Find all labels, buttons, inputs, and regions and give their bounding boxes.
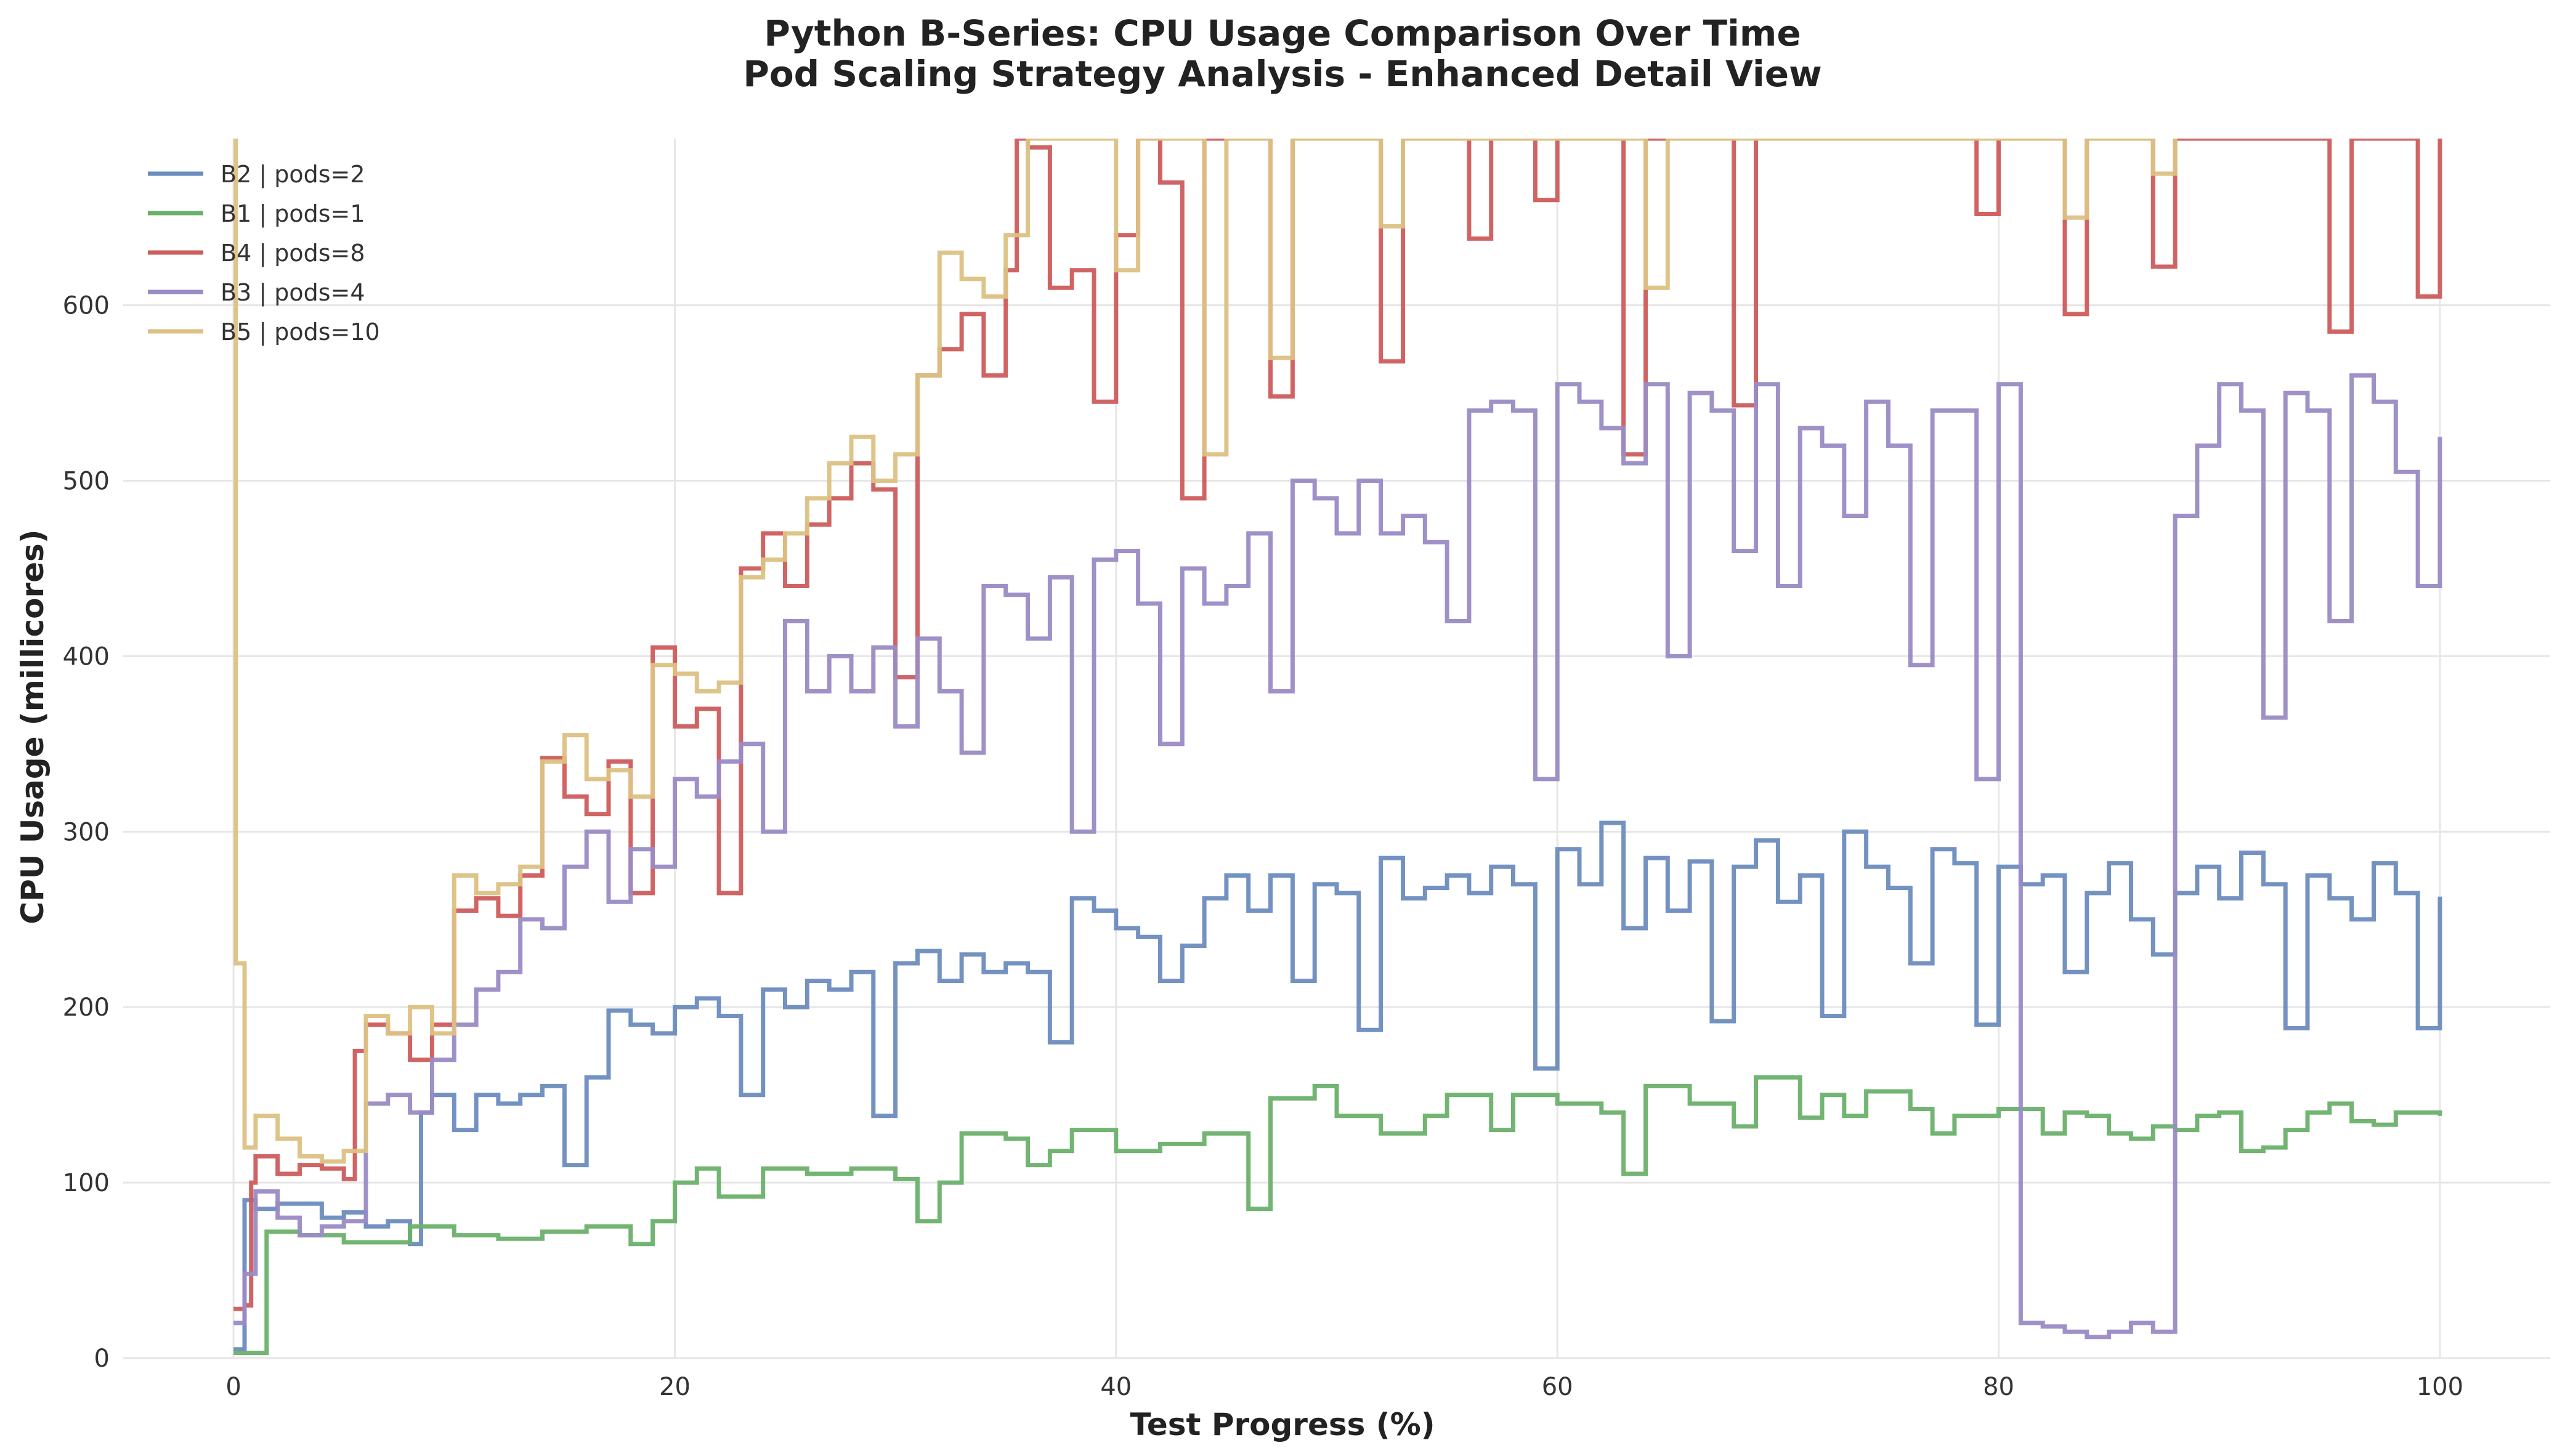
x-tick-label: 100 xyxy=(2417,1373,2463,1401)
y-tick-label: 200 xyxy=(63,993,110,1022)
y-tick-label: 100 xyxy=(63,1169,110,1197)
y-tick-label: 600 xyxy=(63,292,110,320)
y-tick-label: 500 xyxy=(63,467,110,496)
y-tick-label: 300 xyxy=(63,818,110,846)
legend: B2 | pods=2 B1 | pods=1 B4 | pods=8 B3 | po… xyxy=(148,161,380,346)
legend-label: B1 | pods=1 xyxy=(221,200,365,228)
series-line-b2 xyxy=(233,820,2442,1352)
legend-label: B4 | pods=8 xyxy=(221,240,365,267)
series-lines xyxy=(233,139,2442,1355)
y-tick-label: 400 xyxy=(63,642,110,671)
x-tick-label: 20 xyxy=(659,1373,691,1401)
y-tick-label: 0 xyxy=(94,1345,110,1373)
tick-labels: 0 100 200 300 400 500 600 0 20 40 60 80 100 xyxy=(63,292,2463,1401)
series-line-b3 xyxy=(233,373,2442,1340)
x-axis-label: Test Progress (%) xyxy=(1130,1407,1435,1442)
grid-layer xyxy=(123,139,2550,1359)
series-line-b5 xyxy=(233,139,2178,1164)
legend-label: B2 | pods=2 xyxy=(221,161,365,188)
x-tick-label: 80 xyxy=(1983,1373,2014,1401)
x-tick-label: 60 xyxy=(1542,1373,1573,1401)
chart-title: Python B-Series: CPU Usage Comparison Ov… xyxy=(764,12,1801,54)
chart-subtitle: Pod Scaling Strategy Analysis - Enhanced… xyxy=(743,53,1821,95)
x-tick-label: 40 xyxy=(1100,1373,1132,1401)
x-tick-label: 0 xyxy=(225,1373,241,1401)
legend-label: B3 | pods=4 xyxy=(221,279,365,307)
legend-label: B5 | pods=10 xyxy=(221,318,380,346)
y-axis-label: CPU Usage (millicores) xyxy=(15,529,51,924)
